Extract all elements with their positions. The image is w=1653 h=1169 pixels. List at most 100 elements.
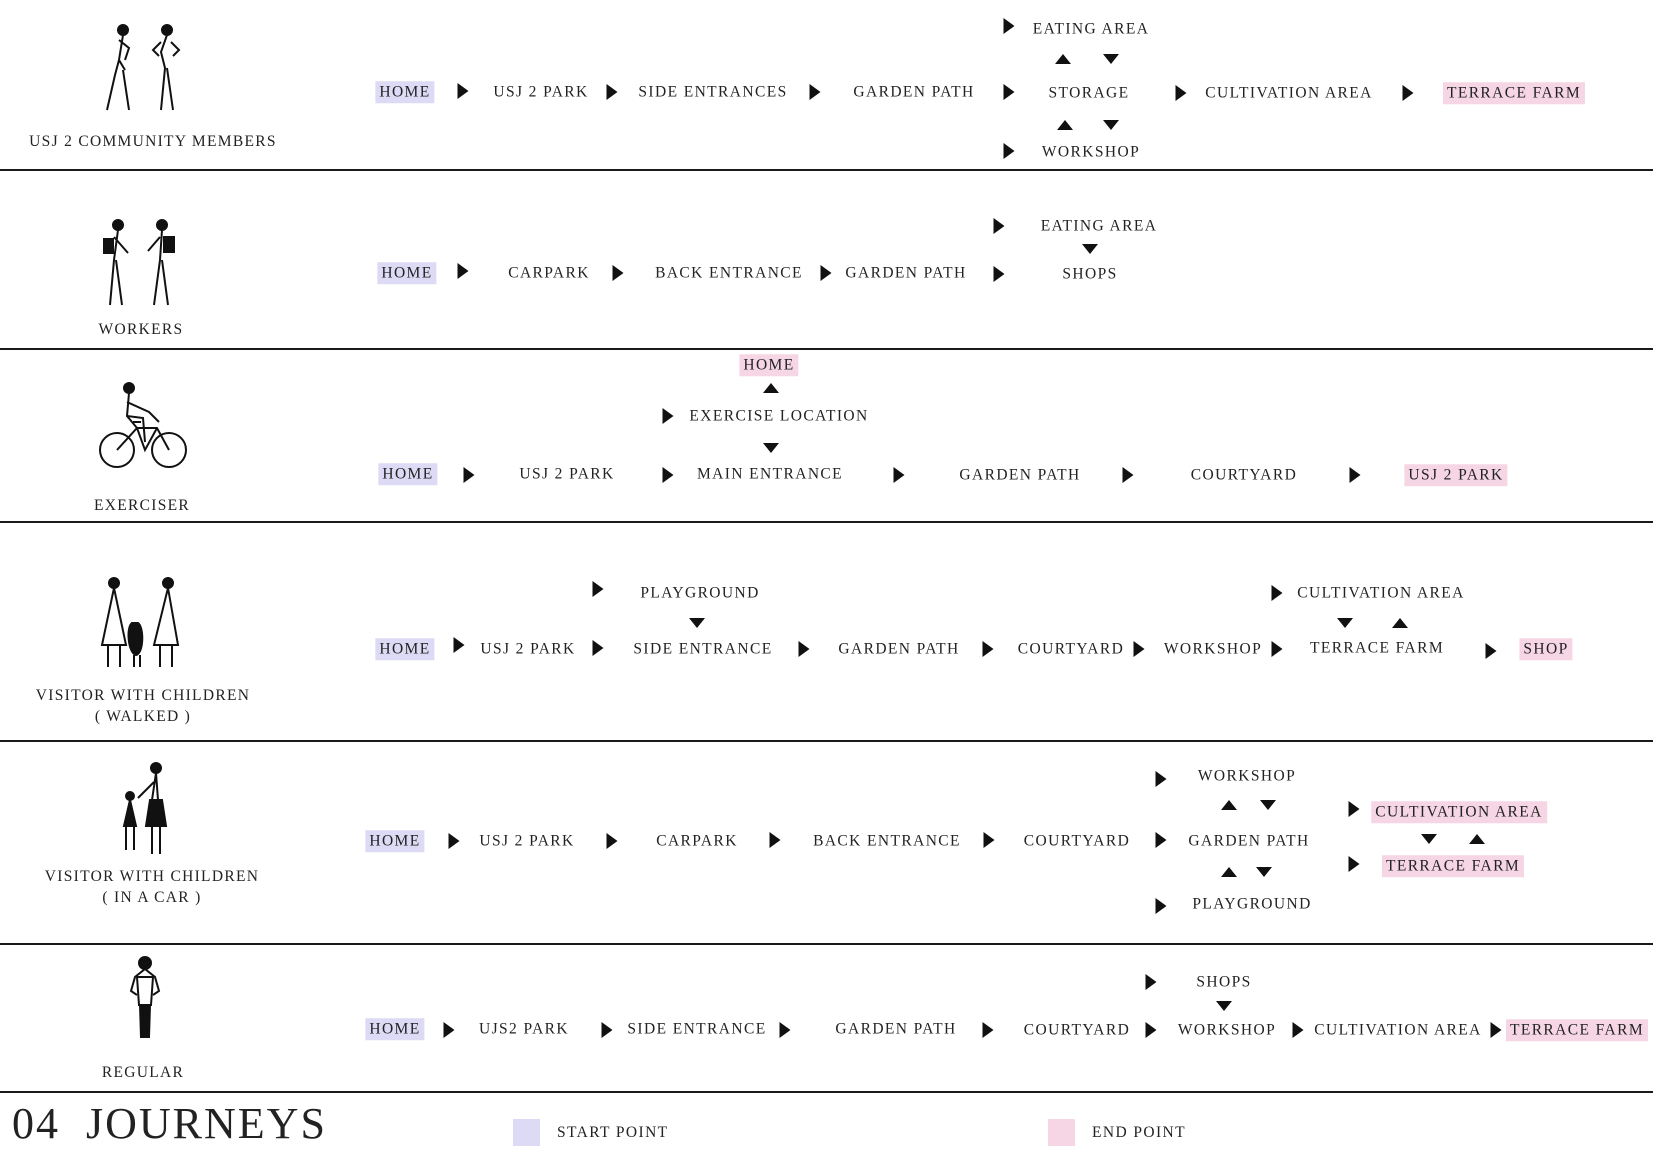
arrow-right-icon [601, 1022, 613, 1038]
node-park: USJ 2 PARK [493, 83, 589, 101]
arrow-down-icon [689, 618, 705, 628]
node-playground: PLAYGROUND [1192, 895, 1312, 913]
node-eating-area: EATING AREA [1040, 217, 1158, 235]
node-terrace-farm: TERRACE FARM [1442, 82, 1586, 104]
arrow-right-icon [606, 833, 618, 849]
node-side-entrance: SIDE ENTRANCE [633, 640, 773, 658]
arrow-right-icon [1145, 974, 1157, 990]
arrow-right-icon [1348, 856, 1360, 872]
arrow-right-icon [769, 832, 781, 848]
row-divider [0, 348, 1653, 350]
arrow-right-icon [606, 84, 618, 100]
node-cultivation-area: CULTIVATION AREA [1297, 584, 1465, 602]
persona-label: VISITOR WITH CHILDREN ( WALKED ) [36, 686, 250, 728]
persona-label: WORKERS [98, 321, 184, 338]
arrow-right-icon [662, 467, 674, 483]
node-courtyard: COURTYARD [1023, 1021, 1131, 1039]
start-point-label: START POINT [557, 1124, 669, 1141]
arrow-down-icon [1421, 834, 1437, 844]
arrow-down-icon [1216, 1001, 1232, 1011]
standing-person-icon [129, 956, 161, 1038]
arrow-right-icon [612, 265, 624, 281]
node-garden-path: GARDEN PATH [959, 466, 1081, 484]
node-park: UJS2 PARK [479, 1020, 569, 1038]
node-home: HOME [375, 638, 435, 660]
persona-label-line1: VISITOR WITH CHILDREN [35, 687, 251, 704]
node-courtyard: COURTYARD [1190, 466, 1298, 484]
section-title: JOURNEYS [86, 1099, 327, 1148]
start-point-swatch [513, 1119, 540, 1146]
node-main-entrance: MAIN ENTRANCE [696, 465, 844, 483]
node-terrace-farm: TERRACE FARM [1309, 639, 1445, 657]
arrow-right-icon [592, 581, 604, 597]
node-shop: SHOP [1519, 638, 1573, 660]
node-exercise-location: EXERCISE LOCATION [689, 407, 869, 425]
arrow-right-icon [1292, 1022, 1304, 1038]
arrow-down-icon [1103, 54, 1119, 64]
node-courtyard: COURTYARD [1017, 640, 1125, 658]
arrow-right-icon [662, 408, 674, 424]
arrow-right-icon [448, 833, 460, 849]
arrow-right-icon [1271, 641, 1283, 657]
node-park: USJ 2 PARK [480, 640, 576, 658]
persona-label-line2: ( IN A CAR ) [102, 888, 202, 906]
arrow-down-icon [1337, 618, 1353, 628]
node-storage: STORAGE [1048, 84, 1130, 102]
node-workshop: WORKSHOP [1177, 1021, 1277, 1039]
cyclist-icon [99, 382, 187, 468]
node-home: HOME [365, 1018, 425, 1040]
arrow-right-icon [809, 84, 821, 100]
node-park: USJ 2 PARK [479, 832, 575, 850]
arrow-up-icon [1057, 120, 1073, 130]
node-workshop: WORKSHOP [1163, 640, 1263, 658]
parent-and-child-icon [122, 762, 168, 854]
arrow-up-icon [1392, 618, 1408, 628]
arrow-up-icon [763, 383, 779, 393]
arrow-right-icon [1122, 467, 1134, 483]
node-park-end: USJ 2 PARK [1404, 464, 1508, 486]
node-shops: SHOPS [1062, 265, 1118, 283]
arrow-right-icon [1003, 143, 1015, 159]
arrow-right-icon [1155, 771, 1167, 787]
arrow-right-icon [463, 467, 475, 483]
node-garden-path: GARDEN PATH [838, 640, 960, 658]
arrow-right-icon [443, 1022, 455, 1038]
arrow-right-icon [993, 266, 1005, 282]
row-divider [0, 521, 1653, 523]
arrow-right-icon [453, 637, 465, 653]
arrow-right-icon [1155, 898, 1167, 914]
arrow-right-icon [993, 218, 1005, 234]
node-garden-path: GARDEN PATH [845, 264, 967, 282]
row-divider [0, 943, 1653, 945]
arrow-down-icon [1103, 120, 1119, 130]
node-home: HOME [377, 262, 437, 284]
node-garden-path: GARDEN PATH [853, 83, 975, 101]
persona-label: VISITOR WITH CHILDREN ( IN A CAR ) [45, 867, 259, 909]
arrow-right-icon [779, 1022, 791, 1038]
node-home-end: HOME [739, 354, 799, 376]
row-divider [0, 740, 1653, 742]
node-eating-area: EATING AREA [1032, 20, 1150, 38]
arrow-right-icon [1175, 85, 1187, 101]
arrow-down-icon [763, 443, 779, 453]
arrow-up-icon [1221, 800, 1237, 810]
node-terrace-farm: TERRACE FARM [1505, 1019, 1649, 1041]
arrow-right-icon [983, 832, 995, 848]
section-number: 04 [12, 1099, 60, 1148]
node-home: HOME [365, 830, 425, 852]
arrow-right-icon [798, 641, 810, 657]
persona-label: REGULAR [101, 1064, 185, 1081]
arrow-right-icon [1133, 641, 1145, 657]
arrow-right-icon [1271, 585, 1283, 601]
arrow-down-icon [1082, 244, 1098, 254]
two-workers-with-bags-icon [103, 219, 175, 306]
arrow-right-icon [1402, 85, 1414, 101]
persona-label: USJ 2 COMMUNITY MEMBERS [29, 133, 277, 150]
persona-label-line1: VISITOR WITH CHILDREN [44, 868, 260, 885]
node-cultivation-area: CULTIVATION AREA [1314, 1021, 1482, 1039]
node-home: HOME [375, 81, 435, 103]
node-cultivation-area: CULTIVATION AREA [1205, 84, 1373, 102]
node-workshop: WORKSHOP [1041, 143, 1141, 161]
arrow-right-icon [592, 640, 604, 656]
